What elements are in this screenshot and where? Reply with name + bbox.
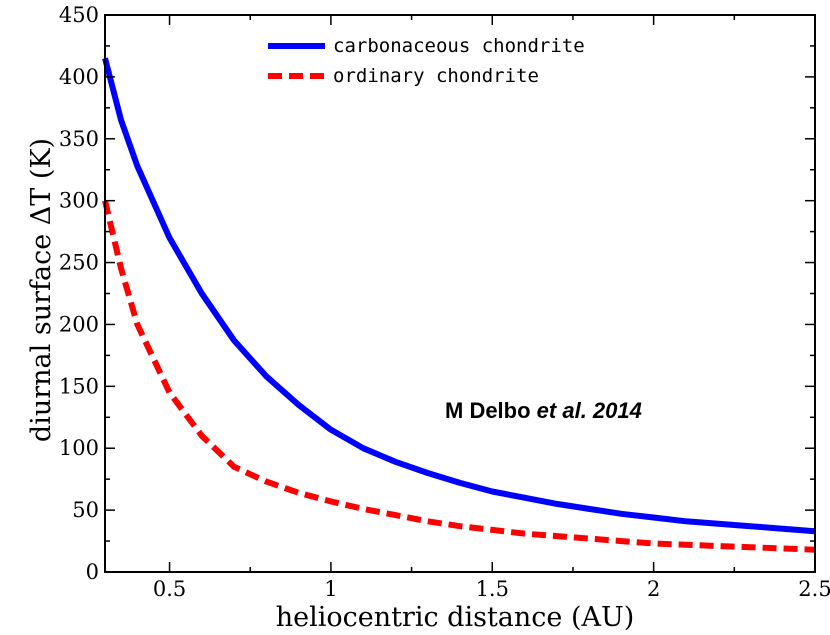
y-tick-label: 450 [59, 3, 99, 27]
y-tick-label: 350 [59, 127, 99, 151]
x-tick-label: 2 [647, 577, 660, 601]
x-tick-label: 0.5 [153, 577, 186, 601]
y-tick-label: 100 [59, 436, 99, 460]
y-axis-title: diurnal surface ΔT (K) [26, 138, 57, 442]
legend-label-carbonaceous: carbonaceous chondrite [333, 35, 585, 57]
y-tick-label: 0 [86, 560, 99, 584]
y-tick-label: 250 [59, 251, 99, 275]
legend: carbonaceous chondrite ordinary chondrit… [268, 35, 585, 87]
x-tick-label: 2.5 [798, 577, 830, 601]
x-tick-label: 1 [324, 577, 337, 601]
y-tick-label: 50 [72, 498, 99, 522]
x-tick-label: 1.5 [476, 577, 509, 601]
y-tick-label: 150 [59, 374, 99, 398]
series-line-ordinary-chondrite [102, 200, 816, 553]
y-tick-label: 300 [59, 189, 99, 213]
y-tick-label: 200 [59, 312, 99, 336]
series-layer [102, 57, 816, 553]
citation-annotation: M Delbo et al. 2014 [445, 398, 642, 423]
plot-area [105, 15, 815, 572]
x-axis-title: heliocentric distance (AU) [276, 602, 635, 633]
y-tick-label: 400 [59, 65, 99, 89]
citation-etal-year: et al. 2014 [537, 398, 642, 423]
series-line-carbonaceous-chondrite [102, 57, 816, 535]
citation-authors: M Delbo [445, 398, 537, 423]
plot-background [105, 15, 815, 572]
axes-layer: 0.5 1 1.5 2 2.5 0 50 100 150 200 250 300 350 400 450 [59, 3, 830, 601]
legend-label-ordinary: ordinary chondrite [333, 65, 539, 87]
